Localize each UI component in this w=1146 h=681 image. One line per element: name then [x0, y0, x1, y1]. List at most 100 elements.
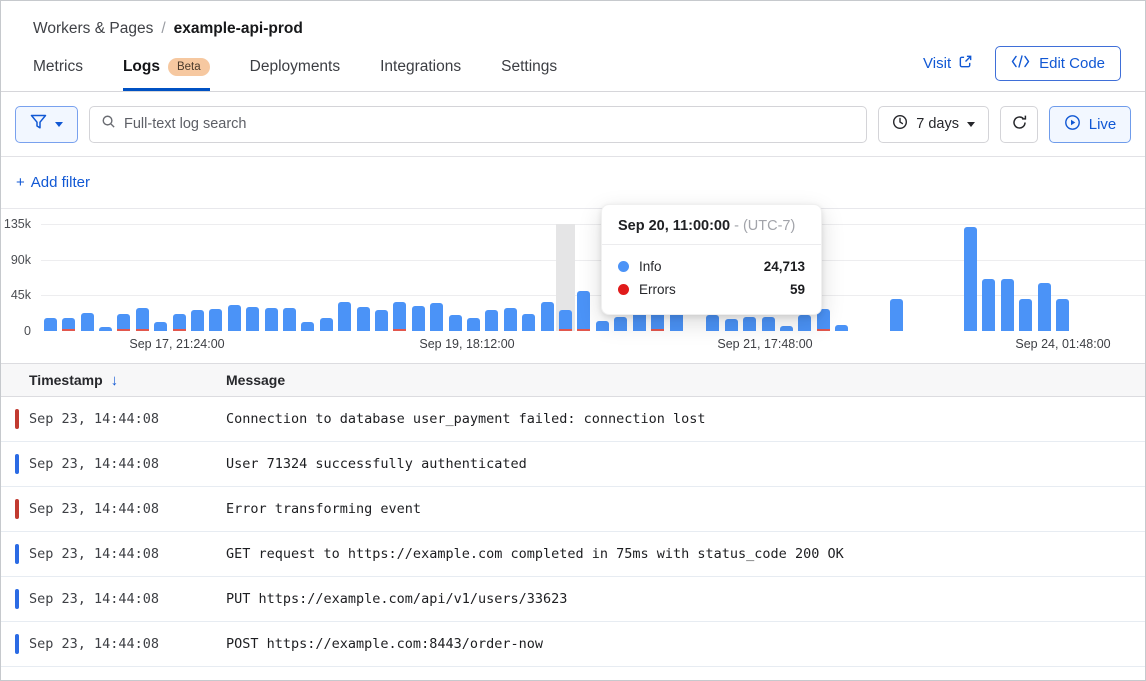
tooltip-row-errors: Errors 59 [618, 278, 805, 301]
chart-bar[interactable] [485, 309, 499, 331]
chart-slot [704, 224, 722, 331]
refresh-button[interactable] [1000, 105, 1038, 143]
log-row[interactable]: Sep 23, 14:44:08 POST https://example.com… [1, 622, 1145, 667]
edit-code-button[interactable]: Edit Code [995, 46, 1121, 81]
chart-bar[interactable] [80, 312, 94, 331]
chart-slot [225, 224, 243, 331]
chart-slot [667, 224, 685, 331]
chart-bar[interactable] [540, 301, 554, 331]
log-row[interactable]: Sep 23, 14:44:08 GET request to https://e… [1, 532, 1145, 577]
chart-bar[interactable] [448, 315, 462, 331]
tab-settings[interactable]: Settings [501, 58, 557, 91]
chart-slot [520, 224, 538, 331]
log-table-body: Sep 23, 14:44:08 Connection to database u… [1, 397, 1145, 667]
x-axis-tick: Sep 19, 18:12:00 [419, 337, 515, 351]
chart-bar[interactable] [669, 311, 683, 331]
chart-bar[interactable] [559, 310, 573, 331]
tab-deployments[interactable]: Deployments [250, 58, 340, 91]
timestamp-column-header[interactable]: Timestamp ↓ [29, 372, 118, 389]
chart-slot [814, 224, 832, 331]
chart-slot [796, 224, 814, 331]
chart-bar[interactable] [816, 308, 830, 331]
tab-logs[interactable]: Logs Beta [122, 58, 210, 91]
live-label: Live [1088, 115, 1117, 133]
chart-bar[interactable] [706, 315, 720, 331]
chart-slot-highlighted [556, 224, 575, 331]
chart-bar[interactable] [522, 313, 536, 331]
tab-integrations[interactable]: Integrations [380, 58, 461, 91]
log-row[interactable]: Sep 23, 14:44:08 PUT https://example.com/… [1, 577, 1145, 622]
chart-slot [207, 224, 225, 331]
chart-bar[interactable] [1037, 283, 1051, 331]
tooltip-row-info: Info 24,713 [618, 255, 805, 278]
log-message: Connection to database user_payment fail… [226, 411, 706, 427]
log-row[interactable]: Sep 23, 14:44:08 Connection to database u… [1, 397, 1145, 442]
chart-bar[interactable] [172, 313, 186, 331]
chart-bar[interactable] [246, 307, 260, 331]
chart-bar[interactable] [595, 320, 609, 331]
chart-bar[interactable] [264, 308, 278, 331]
chart-bar[interactable] [135, 308, 149, 331]
chart-bar[interactable] [154, 322, 168, 331]
chart-bar[interactable] [190, 310, 204, 331]
timestamp-header-label: Timestamp [29, 372, 103, 388]
chart-bar[interactable] [43, 317, 57, 331]
chart-bar[interactable] [577, 290, 591, 331]
add-filter-button[interactable]: + Add filter [16, 174, 90, 191]
chart-bar[interactable] [467, 317, 481, 331]
chart-bar-error-segment [577, 328, 591, 331]
chart-bar[interactable] [743, 316, 757, 331]
tooltip-timezone: - (UTC-7) [734, 218, 796, 234]
chart-bar[interactable] [319, 317, 333, 331]
chart-bar[interactable] [761, 316, 775, 331]
chart-bar[interactable] [835, 324, 849, 331]
chart-slot [832, 224, 850, 331]
tooltip-header: Sep 20, 11:00:00 - (UTC-7) [602, 205, 821, 244]
log-row[interactable]: Sep 23, 14:44:08 Error transforming event [1, 487, 1145, 532]
chart-bar[interactable] [375, 309, 389, 331]
chart-bar[interactable] [227, 304, 241, 331]
chart-bar[interactable] [1000, 278, 1014, 331]
filter-menu-button[interactable] [15, 105, 78, 143]
chart-bar[interactable] [338, 302, 352, 331]
log-row[interactable]: Sep 23, 14:44:08 User 71324 successfully … [1, 442, 1145, 487]
chart-slot [409, 224, 427, 331]
breadcrumb-workers-pages[interactable]: Workers & Pages [33, 20, 154, 37]
chart-bar-error-segment [393, 328, 407, 331]
chart-bar[interactable] [798, 315, 812, 331]
chart-bar[interactable] [890, 298, 904, 331]
search-box [89, 105, 868, 143]
chart-slot [1053, 224, 1071, 331]
chart-bar[interactable] [430, 303, 444, 331]
chart-bar[interactable] [1019, 298, 1033, 331]
chart-bar[interactable] [98, 327, 112, 331]
chart-bar[interactable] [411, 306, 425, 331]
log-timestamp: Sep 23, 14:44:08 [29, 591, 160, 607]
visit-link[interactable]: Visit [923, 54, 973, 73]
y-axis-tick: 135k [3, 217, 31, 231]
chart-slot [575, 224, 593, 331]
chart-bar[interactable] [1056, 298, 1070, 331]
chart-bar[interactable] [724, 319, 738, 331]
chart-bar[interactable] [209, 308, 223, 331]
chart-bar[interactable] [393, 301, 407, 331]
chart-bar[interactable] [779, 326, 793, 331]
chart-bar[interactable] [356, 307, 370, 331]
chart-bar[interactable] [62, 317, 76, 331]
chart-bar[interactable] [282, 308, 296, 331]
chart-bar-error-segment [651, 328, 665, 331]
info-severity-indicator [15, 454, 19, 474]
chart-bar[interactable] [503, 308, 517, 331]
chart-slot [280, 224, 298, 331]
tooltip-body: Info 24,713 Errors 59 [602, 244, 821, 314]
chart-bar[interactable] [982, 278, 996, 331]
chart-bar[interactable] [117, 314, 131, 331]
chart-slot [612, 224, 630, 331]
chart-bar[interactable] [964, 227, 978, 331]
time-range-button[interactable]: 7 days [878, 105, 989, 143]
search-input[interactable] [124, 116, 856, 132]
tab-metrics[interactable]: Metrics [33, 58, 83, 91]
live-button[interactable]: Live [1049, 105, 1131, 143]
chart-bar[interactable] [614, 316, 628, 331]
chart-bar[interactable] [301, 321, 315, 331]
